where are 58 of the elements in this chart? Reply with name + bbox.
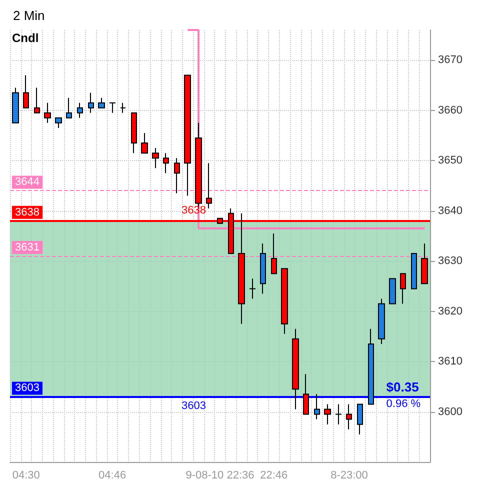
candlestick [120,102,126,114]
ref-line-label: 3638 [15,206,40,218]
candlestick [400,273,406,304]
x-tick-label: 04:46 [98,470,126,482]
candlestick [12,87,19,124]
annotation: 3603 [182,400,206,412]
candlestick [141,132,148,154]
annotation: Cndl [12,31,39,45]
x-tick-label: 9-08-10 22:36 [186,470,254,482]
candlestick [271,232,277,274]
candlestick [411,253,417,290]
candlestick [174,158,180,194]
y-tick-label: 3620 [438,305,462,318]
candlestick [163,152,169,174]
annotation: 0.96 % [386,398,421,410]
candlestick [314,394,320,420]
candlestick [357,404,363,435]
candlestick [98,97,105,108]
candlestick [55,117,62,128]
y-tick-label: 3600 [438,406,462,418]
candlestick [346,404,352,430]
y-tick-label: 3650 [438,154,462,167]
candlestick [88,92,94,114]
candlestick [206,162,212,209]
candlestick [44,102,51,124]
candlestick [77,102,83,118]
ref-line-label: 3631 [15,242,40,254]
candlestick [249,278,256,300]
candlestick [131,112,137,154]
annotation: 3638 [182,204,206,216]
y-tick-label: 3660 [438,104,462,116]
ref-line-label: 3603 [15,382,40,394]
candlestick [421,242,428,284]
candlestick [184,74,191,196]
x-tick-label: 04:30 [12,470,40,482]
candlestick [303,374,309,415]
candlestick [152,148,159,169]
y-tick-label: 3640 [438,204,462,217]
candlestick [23,74,29,108]
candlestick [109,102,116,114]
annotation: $0.35 [386,380,419,395]
candlestick [260,242,266,294]
x-tick-label: 22:46 [260,470,288,482]
candlestick [281,268,288,334]
y-tick-label: 3630 [438,255,462,268]
x-tick-label: 8-23:00 [330,470,368,482]
candlestick [335,404,342,425]
y-tick-label: 3670 [438,54,462,66]
candlestick [324,404,331,425]
candlestick [66,97,72,118]
ref-line-label: 3644 [15,176,40,188]
candlestick [34,87,40,114]
chart-title: 2 Min [13,8,45,23]
y-tick-label: 3610 [438,356,462,368]
candlestick [389,278,396,304]
candlestick [292,328,299,410]
candlestick [368,328,374,405]
candlestick [378,298,385,344]
